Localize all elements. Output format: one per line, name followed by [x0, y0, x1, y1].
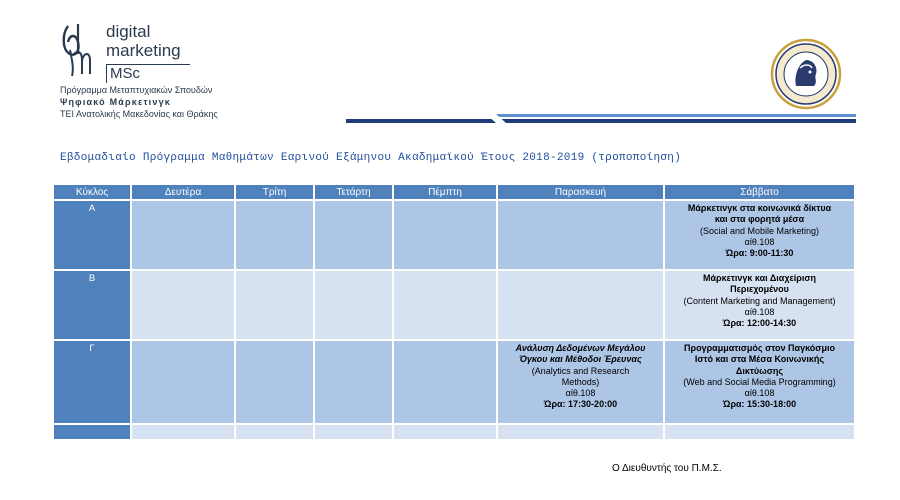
course-english-title: (Social and Mobile Marketing) [699, 225, 820, 236]
empty-cell [234, 339, 315, 425]
organization-info: Πρόγραμμα Μεταπτυχιακών Σπουδών Ψηφιακό … [60, 84, 218, 120]
empty-cell [496, 199, 665, 271]
empty-cell [392, 423, 498, 441]
header-friday: Παρασκευή [496, 183, 665, 201]
org-program: Πρόγραμμα Μεταπτυχιακών Σπουδών [60, 85, 213, 95]
course-english-title: Methods) [561, 376, 600, 387]
org-institution: ΤΕΙ Ανατολικής Μακεδονίας και Θράκης [60, 109, 218, 119]
empty-cell [496, 423, 665, 441]
institution-seal-icon [770, 38, 842, 110]
course-cell: Μάρκετινγκ στα κοινωνικά δίκτυα και στα … [663, 199, 856, 271]
empty-cell [313, 423, 394, 441]
course-english-title: (Web and Social Media Programming) [683, 376, 836, 387]
course-time: Ώρα: 9:00-11:30 [725, 248, 794, 259]
page-title: Εβδομαδιαίο Πρόγραμμα Μαθημάτων Εαρινού … [60, 152, 682, 164]
empty-cell [130, 269, 236, 341]
empty-cell [52, 423, 132, 441]
empty-cell [234, 269, 315, 341]
empty-cell [313, 339, 394, 425]
empty-cell [130, 423, 236, 441]
cycle-label: Β [52, 269, 132, 341]
table-row [52, 423, 856, 441]
course-cell: Μάρκετινγκ και Διαχείριση Περιεχομένου (… [663, 269, 856, 341]
course-title: Ιστό και στα Μέσα Κοινωνικής [694, 354, 825, 365]
course-title: Προγραμματισμός στον Παγκόσμιο [684, 343, 835, 353]
logo-word-marketing: marketing [106, 41, 181, 60]
empty-cell [234, 199, 315, 271]
header-thursday: Πέμπτη [392, 183, 498, 201]
empty-cell [130, 339, 236, 425]
course-english-title: (Content Marketing and Management) [683, 295, 836, 306]
empty-cell [313, 199, 394, 271]
course-title: Δικτύωσης [735, 365, 784, 376]
header-saturday: Σάββατο [663, 183, 856, 201]
header-divider [346, 114, 856, 123]
cycle-label: Α [52, 199, 132, 271]
course-time: Ώρα: 17:30-20:00 [543, 399, 618, 410]
table-row: Γ Ανάλυση Δεδομένων Μεγάλου Όγκου και Μέ… [52, 339, 856, 425]
course-room: αίθ.108 [565, 388, 596, 399]
dm-logo-icon [60, 20, 100, 78]
empty-cell [392, 269, 498, 341]
empty-cell [663, 423, 856, 441]
header-monday: Δευτέρα [130, 183, 236, 201]
org-program-name: Ψηφιακό Μάρκετινγκ [60, 97, 172, 107]
header-cycle: Κύκλος [52, 183, 132, 201]
course-time: Ώρα: 15:30-18:00 [722, 399, 797, 410]
logo-word-msc: MSc [106, 64, 190, 83]
header-wednesday: Τετάρτη [313, 183, 394, 201]
empty-cell [130, 199, 236, 271]
logo-wordmark: digital marketing [106, 22, 181, 60]
logo-word-digital: digital [106, 22, 151, 41]
course-title: και στα φορητά μέσα [714, 214, 805, 225]
table-row: Β Μάρκετινγκ και Διαχείριση Περιεχομένου… [52, 269, 856, 341]
course-english-title: (Analytics and Research [531, 365, 630, 376]
course-time: Ώρα: 12:00-14:30 [722, 318, 797, 329]
empty-cell [392, 199, 498, 271]
header-tuesday: Τρίτη [234, 183, 315, 201]
course-title: Ανάλυση Δεδομένων Μεγάλου [515, 343, 646, 353]
director-signature-label: Ο Διευθυντής του Π.Μ.Σ. [612, 463, 722, 474]
table-row: Α Μάρκετινγκ στα κοινωνικά δίκτυα και στ… [52, 199, 856, 271]
course-room: αίθ.108 [744, 306, 775, 317]
empty-cell [496, 269, 665, 341]
course-title: Περιεχομένου [730, 284, 789, 295]
cycle-label: Γ [52, 339, 132, 425]
empty-cell [313, 269, 394, 341]
empty-cell [392, 339, 498, 425]
course-cell: Ανάλυση Δεδομένων Μεγάλου Όγκου και Μέθο… [496, 339, 665, 425]
table-header-row: Κύκλος Δευτέρα Τρίτη Τετάρτη Πέμπτη Παρα… [52, 183, 856, 201]
course-title: Όγκου και Μέθοδοι Έρευνας [519, 354, 642, 365]
course-title: Μάρκετινγκ στα κοινωνικά δίκτυα [687, 203, 832, 213]
course-room: αίθ.108 [744, 236, 775, 247]
course-cell: Προγραμματισμός στον Παγκόσμιο Ιστό και … [663, 339, 856, 425]
course-title: Μάρκετινγκ και Διαχείριση [702, 273, 817, 283]
schedule-table: Κύκλος Δευτέρα Τρίτη Τετάρτη Πέμπτη Παρα… [52, 183, 856, 441]
course-room: αίθ.108 [744, 388, 775, 399]
program-logo: digital marketing MSc [60, 20, 260, 83]
empty-cell [234, 423, 315, 441]
